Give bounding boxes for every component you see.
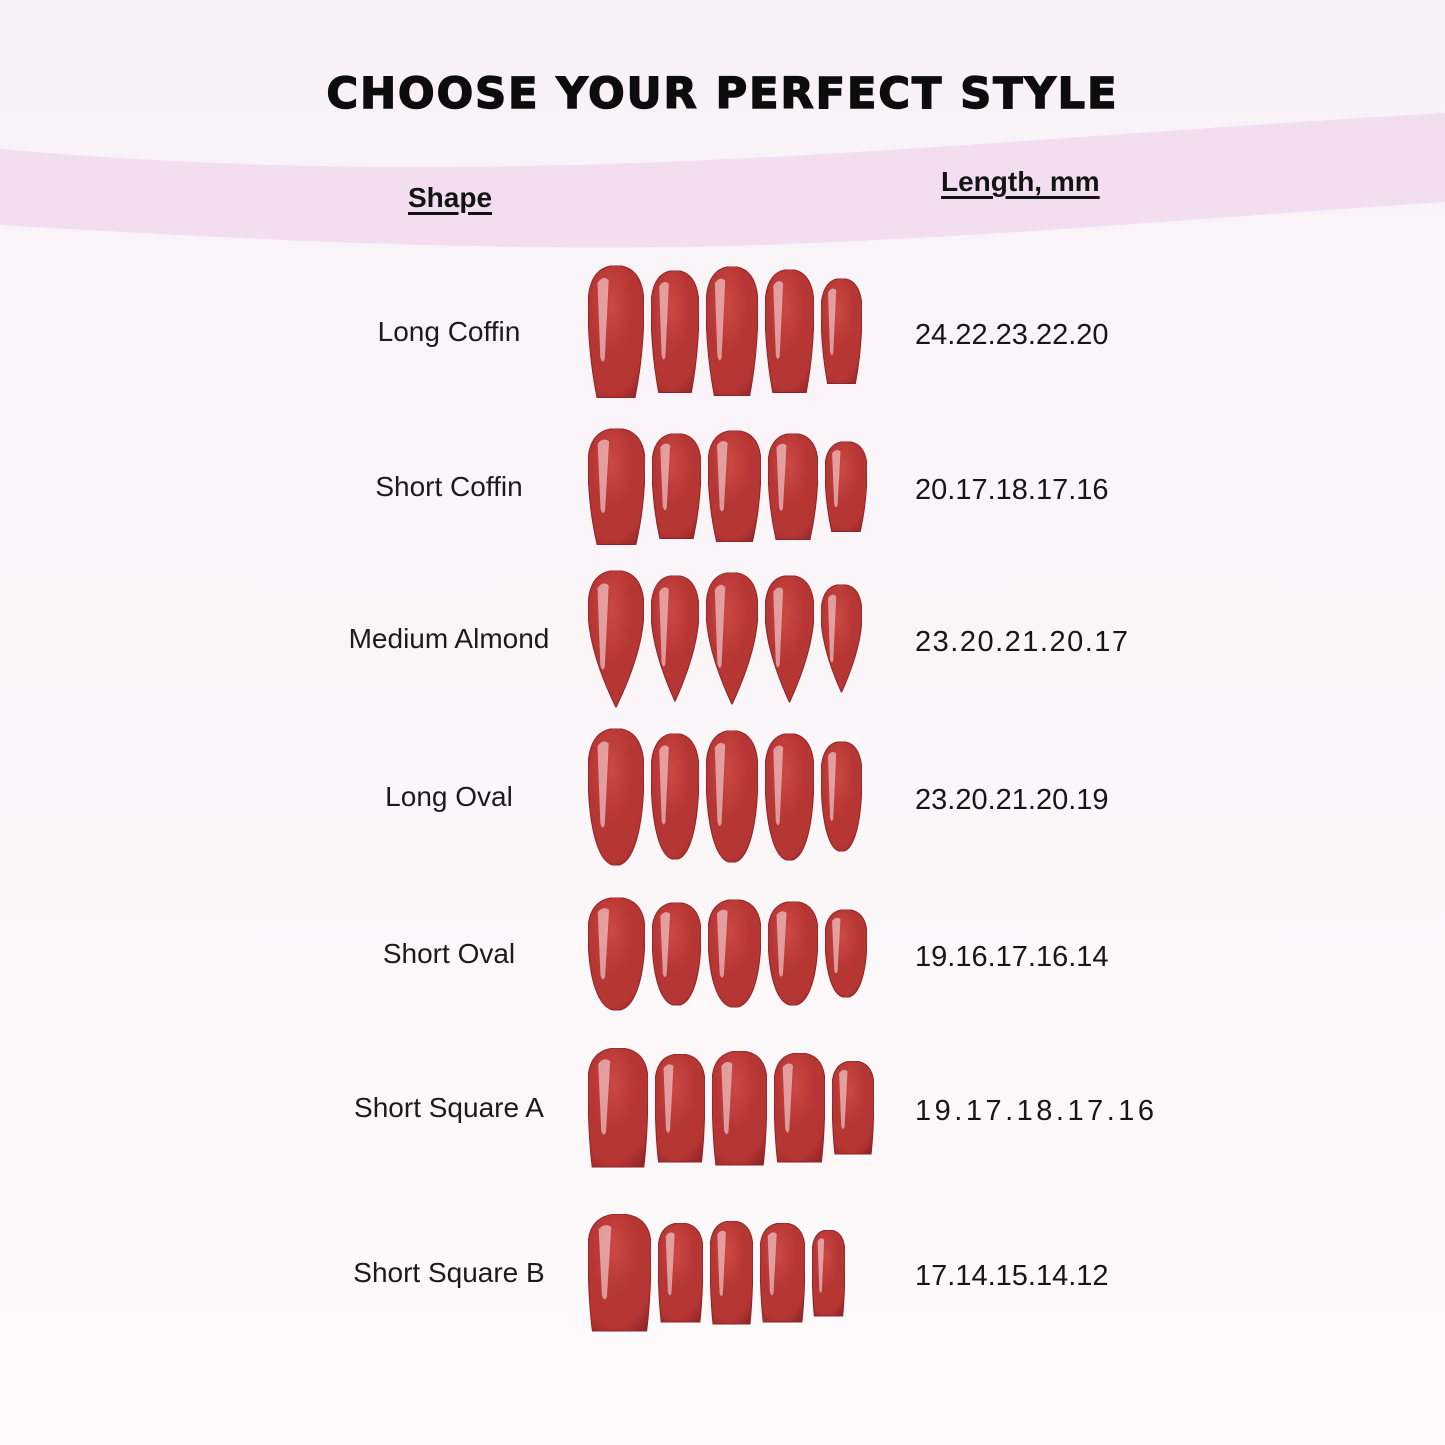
nail-image bbox=[652, 433, 701, 539]
nail-image bbox=[768, 901, 818, 1006]
nail-set-image bbox=[588, 1214, 845, 1332]
column-header-shape: Shape bbox=[407, 182, 493, 213]
nail-image bbox=[588, 265, 644, 398]
length-value: 20.17.18.17.16 bbox=[915, 473, 1109, 506]
length-value: 23.20.21.20.17 bbox=[915, 625, 1130, 658]
nail-image bbox=[825, 909, 867, 998]
shape-label: Medium Almond bbox=[348, 622, 550, 654]
table-row: Long Coffin 24.22.23.22.20 bbox=[0, 265, 1445, 398]
nail-image bbox=[825, 441, 867, 532]
nail-image bbox=[832, 1061, 874, 1155]
nail-image bbox=[651, 733, 699, 860]
length-value: 19.16.17.16.14 bbox=[915, 940, 1109, 973]
pink-wave-band bbox=[0, 113, 1445, 248]
nail-image bbox=[658, 1223, 703, 1323]
length-value: 19.17.18.17.16 bbox=[915, 1094, 1158, 1127]
nail-image bbox=[760, 1223, 805, 1323]
table-row: Short Square B 17.14.15.14.12 bbox=[0, 1214, 1445, 1332]
nail-image bbox=[821, 741, 862, 852]
nail-image bbox=[588, 570, 644, 707]
nail-image bbox=[821, 584, 862, 693]
nail-image bbox=[706, 266, 758, 396]
page-title: CHOOSE YOUR PERFECT STYLE bbox=[326, 68, 1119, 120]
shape-label: Short Square B bbox=[353, 1257, 545, 1288]
column-header-length: Length, mm bbox=[941, 166, 1100, 197]
nail-set-image bbox=[588, 897, 867, 1010]
nail-image bbox=[712, 1050, 767, 1165]
nail-image bbox=[710, 1221, 753, 1325]
length-value: 24.22.23.22.20 bbox=[915, 318, 1109, 351]
shape-label: Short Square A bbox=[354, 1092, 544, 1123]
nail-set-image bbox=[588, 428, 867, 545]
nail-image bbox=[588, 1048, 648, 1168]
nail-image bbox=[706, 730, 758, 863]
nail-image bbox=[812, 1229, 845, 1316]
nail-set-image bbox=[588, 728, 862, 865]
nail-image bbox=[588, 428, 645, 545]
nail-set-image bbox=[588, 570, 862, 707]
shape-label: Long Coffin bbox=[377, 315, 521, 347]
nail-image bbox=[708, 430, 761, 542]
nail-set-image bbox=[588, 265, 862, 398]
length-value: 23.20.21.20.19 bbox=[915, 783, 1109, 816]
nail-image bbox=[768, 433, 818, 540]
nail-image bbox=[706, 572, 758, 705]
nail-image bbox=[588, 897, 645, 1010]
nail-image bbox=[765, 575, 814, 702]
table-row: Short Coffin 20.17.18.17.16 bbox=[0, 428, 1445, 545]
nail-image bbox=[588, 728, 644, 865]
table-row: Short Square A 19.17.18.17.16 bbox=[0, 1048, 1445, 1168]
nail-set-image bbox=[588, 1048, 874, 1168]
nail-image bbox=[651, 575, 699, 702]
nail-image bbox=[708, 899, 761, 1008]
nail-image bbox=[821, 278, 862, 384]
table-row: Long Oval 23.20.21.20.19 bbox=[0, 728, 1445, 865]
nail-image bbox=[652, 902, 701, 1005]
nail-image bbox=[765, 269, 814, 393]
nail-image bbox=[765, 733, 814, 860]
shape-label: Short Coffin bbox=[375, 470, 523, 502]
table-row: Medium Almond 23.20.21.20.17 bbox=[0, 570, 1445, 707]
length-value: 17.14.15.14.12 bbox=[915, 1259, 1109, 1292]
nail-image bbox=[655, 1053, 705, 1162]
nail-image bbox=[774, 1053, 825, 1163]
nail-image bbox=[588, 1214, 651, 1332]
table-row: Short Oval 19.16.17.16.14 bbox=[0, 897, 1445, 1010]
shape-label: Short Oval bbox=[382, 937, 516, 969]
nail-image bbox=[651, 270, 699, 393]
shape-label: Long Oval bbox=[385, 780, 513, 812]
pink-wave-shape bbox=[0, 113, 1445, 248]
